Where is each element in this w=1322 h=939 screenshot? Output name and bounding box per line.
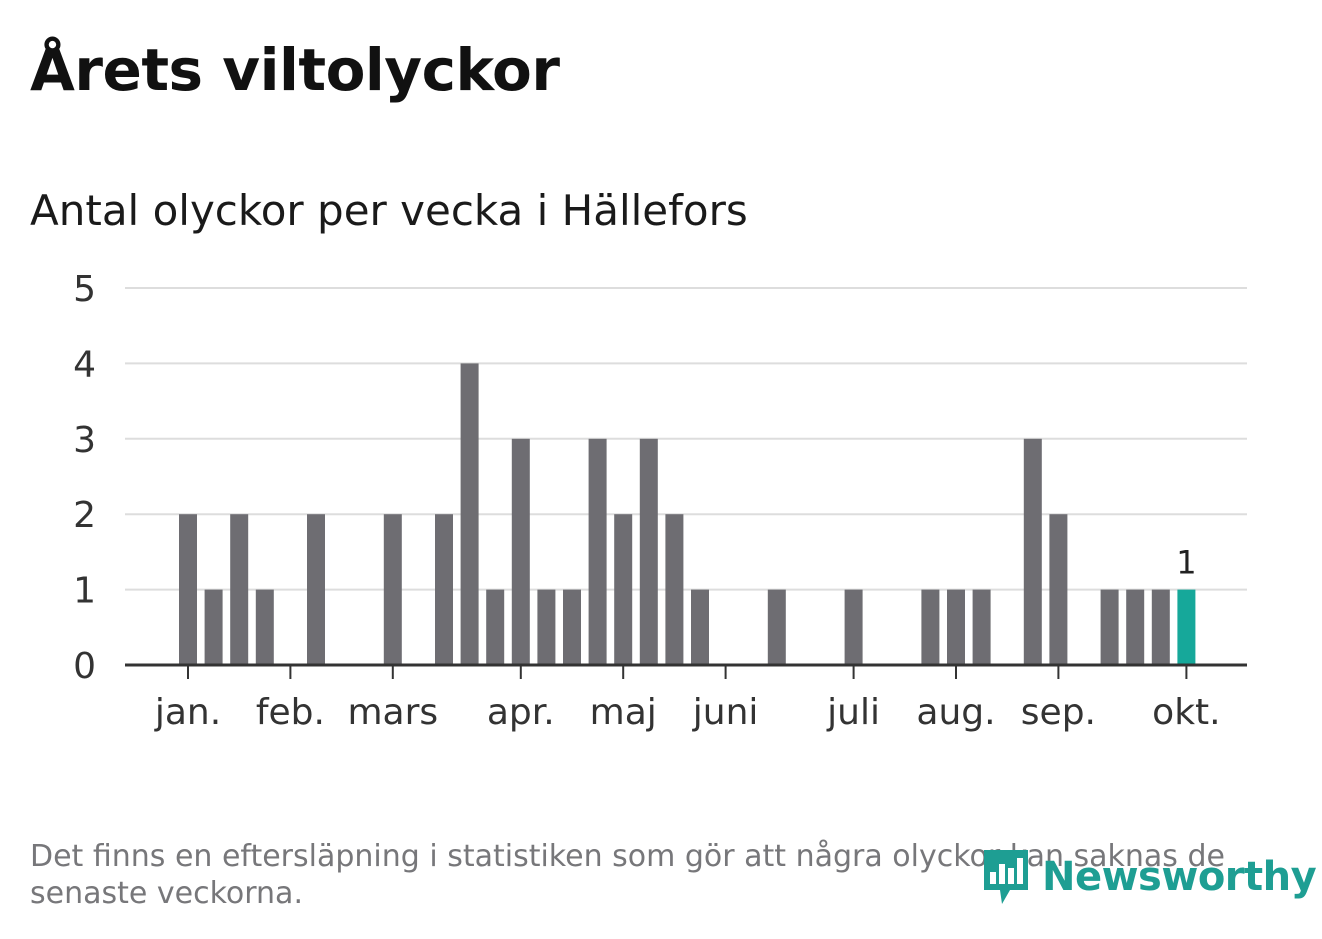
y-tick-label: 0 <box>73 646 96 687</box>
data-labels: 1 <box>1176 544 1196 582</box>
bar <box>665 514 684 665</box>
bar <box>563 589 581 665</box>
bar <box>1023 438 1042 665</box>
x-tick-label: sep. <box>1021 692 1096 733</box>
y-tick-label: 5 <box>73 269 96 310</box>
bar <box>511 438 530 665</box>
bar <box>639 438 658 665</box>
bar <box>1151 589 1170 665</box>
bar <box>486 589 505 665</box>
bar <box>614 514 633 665</box>
y-tick-label: 1 <box>73 571 96 612</box>
bars <box>179 363 1196 665</box>
bar <box>435 514 453 665</box>
bar <box>230 514 249 665</box>
x-tick-label: feb. <box>256 692 325 733</box>
chart-subtitle: Antal olyckor per vecka i Hällefors <box>30 186 748 235</box>
x-tick-label: juni <box>692 692 759 733</box>
x-tick-label: aug. <box>916 692 995 733</box>
newsworthy-chart-bubble-icon <box>984 850 1028 904</box>
x-tick-label: mars <box>347 692 438 733</box>
newsworthy-logo[interactable]: Newsworthy <box>980 846 1317 908</box>
x-axis-tick-labels: jan. feb. mars apr. maj juni juli aug. sep. okt. <box>154 692 1221 733</box>
bar <box>460 363 479 665</box>
grid-lines <box>125 287 1247 591</box>
bar <box>204 589 223 665</box>
y-tick-label: 4 <box>73 344 96 385</box>
bar <box>255 589 274 665</box>
bar <box>307 514 325 665</box>
bar <box>691 589 709 665</box>
x-axis <box>125 663 1247 679</box>
bar <box>537 589 556 665</box>
bar-highlight <box>1177 589 1196 665</box>
bar <box>947 589 965 665</box>
bar <box>588 438 607 665</box>
bar <box>921 589 940 665</box>
brand-name: Newsworthy <box>1042 854 1317 900</box>
bar <box>767 589 786 665</box>
bar <box>1100 589 1119 665</box>
bar <box>383 514 402 665</box>
x-tick-label: apr. <box>487 692 555 733</box>
bar <box>844 589 863 665</box>
x-tick-label: okt. <box>1152 692 1220 733</box>
bar <box>179 514 197 665</box>
y-axis-tick-labels: 0 1 2 3 4 5 <box>73 269 96 687</box>
bar-chart: 0 1 2 3 4 5 jan. feb. mars apr. maj juni juli aug. se… <box>73 269 1247 733</box>
bar <box>1126 589 1145 665</box>
y-tick-label: 3 <box>73 420 96 461</box>
chart-title: Årets viltolyckor <box>30 36 560 104</box>
x-tick-label: jan. <box>154 692 221 733</box>
y-tick-label: 2 <box>73 495 96 536</box>
data-label-last-week: 1 <box>1176 544 1196 582</box>
bar <box>972 589 991 665</box>
bar <box>1049 514 1068 665</box>
x-tick-label: juli <box>826 692 880 733</box>
x-tick-label: maj <box>590 692 657 733</box>
